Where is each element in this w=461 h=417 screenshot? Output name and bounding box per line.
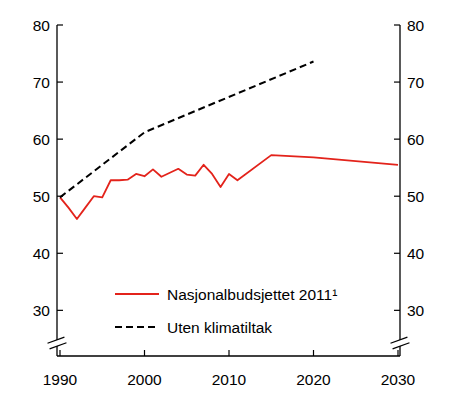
y2-tick (394, 253, 400, 254)
y-tick (57, 310, 63, 311)
x-tick (397, 350, 398, 356)
y-tick-label: 60 (33, 131, 51, 148)
y2-tick (394, 310, 400, 311)
x-tick (228, 350, 229, 356)
legend-swatch (115, 293, 159, 295)
y-tick-label: 30 (33, 302, 51, 319)
y2-tick (394, 139, 400, 140)
y-tick-label: 50 (33, 188, 51, 205)
legend: Nasjonalbudsjettet 2011¹ Uten klimatiltak (115, 286, 337, 336)
axis-break (393, 343, 410, 349)
chart: 30 40 50 60 70 80 30 40 50 60 70 80 1990 2000 2010 2020… (0, 0, 461, 417)
y2-tick-label: 70 (407, 74, 425, 91)
series-line (60, 62, 314, 198)
x-tick (313, 350, 314, 356)
y2-tick (394, 196, 400, 197)
x-tick-label: 2020 (296, 371, 331, 388)
y-tick (57, 139, 63, 140)
x-tick-label: 2000 (127, 371, 162, 388)
y-tick (57, 24, 63, 25)
x-tick (59, 350, 60, 356)
axis-break (48, 337, 65, 343)
x-tick-label: 2010 (212, 371, 247, 388)
y-axis (56, 25, 57, 356)
y2-tick-label: 40 (407, 245, 425, 262)
series-line (60, 155, 398, 219)
x-tick-label: 2030 (381, 371, 416, 388)
y-tick-label: 40 (33, 245, 51, 262)
y2-tick-label: 80 (407, 17, 425, 34)
x-tick (144, 350, 145, 356)
y-tick-label: 70 (33, 74, 51, 91)
y2-tick-label: 30 (407, 302, 425, 319)
y-tick (57, 81, 63, 82)
y2-tick-label: 50 (407, 188, 425, 205)
x-tick-label: 1990 (43, 371, 78, 388)
axis-break-gap (48, 337, 65, 348)
legend-swatch (115, 326, 159, 328)
y2-tick-label: 60 (407, 131, 425, 148)
legend-label: Nasjonalbudsjettet 2011¹ (167, 286, 337, 303)
axis-break-gap (391, 337, 408, 348)
plot-area (60, 62, 398, 220)
legend-label: Uten klimatiltak (167, 319, 272, 336)
axis-break (50, 343, 67, 349)
y2-tick (394, 81, 400, 82)
y-tick (57, 253, 63, 254)
y2-axis (399, 25, 400, 356)
y2-tick (394, 24, 400, 25)
axis-break (391, 337, 408, 343)
y-tick-label: 80 (33, 17, 51, 34)
